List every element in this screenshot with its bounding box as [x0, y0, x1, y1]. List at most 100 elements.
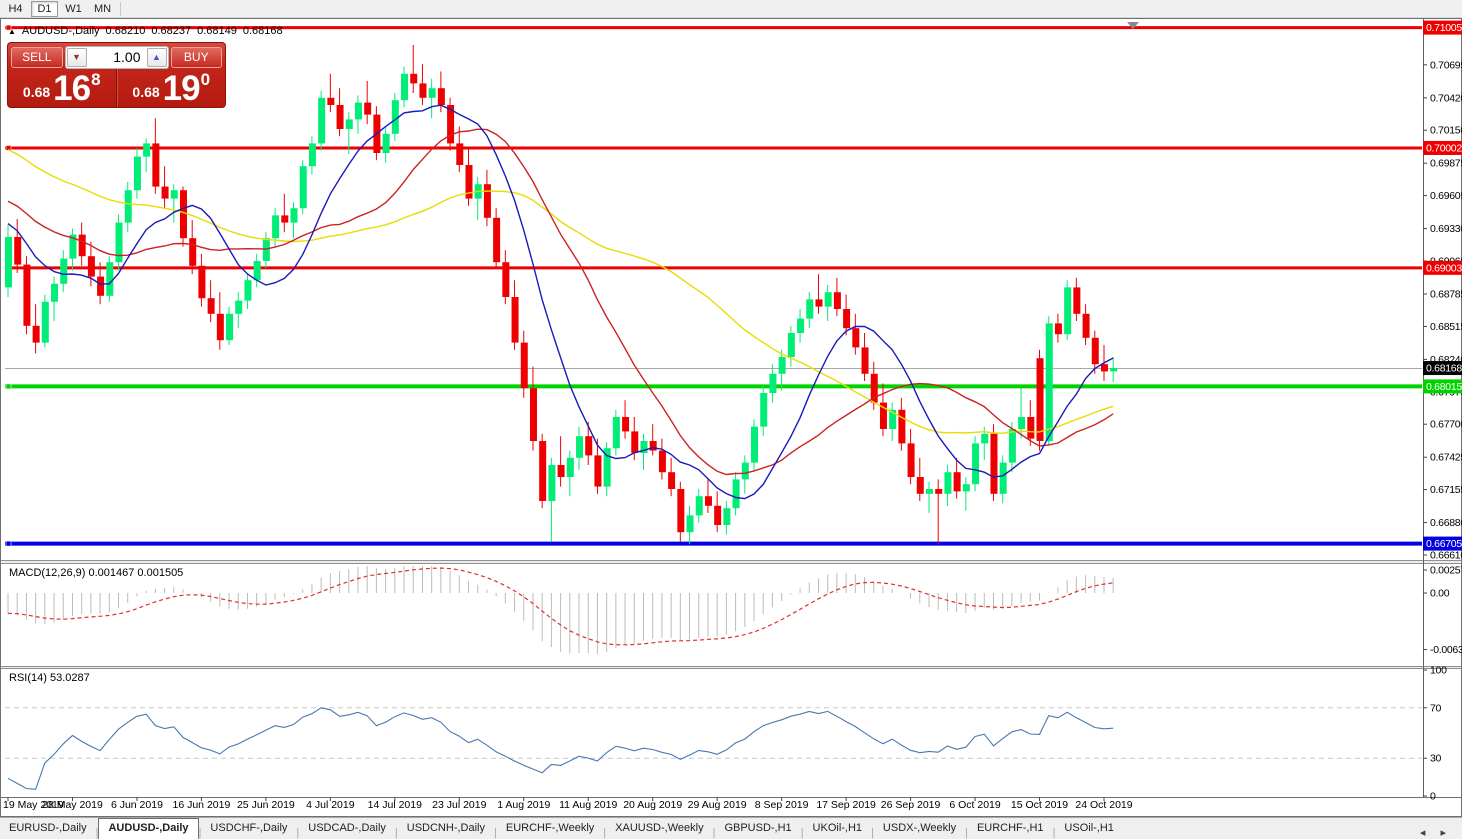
svg-text:0.002574: 0.002574: [1430, 565, 1462, 577]
timeframe-toolbar: H4 D1 W1 MN: [0, 0, 1462, 18]
svg-text:0.68015: 0.68015: [1426, 381, 1462, 393]
svg-text:0.70695: 0.70695: [1430, 59, 1462, 71]
tab-separator: |: [871, 827, 874, 839]
svg-text:100: 100: [1430, 665, 1447, 677]
price-badges: 0.71005 0.70002 0.69003 0.68015 0.66705 0.681…: [1423, 20, 1462, 551]
tab-separator: |: [95, 827, 99, 839]
svg-text:0.68785: 0.68785: [1430, 289, 1462, 301]
collapse-triangle-icon[interactable]: ▲: [8, 26, 16, 36]
toolbar-separator: [120, 1, 122, 16]
volume-increase-button[interactable]: ▲: [146, 47, 167, 67]
chart-title: ▲ AUDUSD-,Daily 0.68210 0.68237 0.68149 …: [8, 25, 284, 37]
macd-panel: [7, 566, 1114, 655]
chart-tab-ukoil-h1[interactable]: UKOil-,H1: [812, 822, 863, 834]
sell-price-display[interactable]: 0.68 16 8: [8, 69, 117, 107]
macd-values: 0.001467 0.001505: [88, 567, 184, 579]
svg-text:8 Sep 2019: 8 Sep 2019: [755, 799, 809, 811]
rsi-name: RSI(14): [9, 672, 47, 684]
svg-text:30: 30: [1430, 753, 1442, 765]
sell-price-base: 0.68: [22, 84, 51, 100]
svg-text:0.69875: 0.69875: [1430, 158, 1462, 170]
chart-tab-xauusd-weekly[interactable]: XAUUSD-,Weekly: [615, 822, 704, 834]
tab-separator: |: [712, 827, 716, 839]
chart-tab-usdx-weekly[interactable]: USDX-,Weekly: [882, 822, 957, 834]
rsi-indicator-label: RSI(14) 53.0287: [9, 672, 90, 684]
rsi-value: 53.0287: [49, 672, 90, 684]
buy-price-base: 0.68: [132, 84, 160, 100]
svg-text:11 Aug 2019: 11 Aug 2019: [559, 799, 617, 811]
buy-price-display[interactable]: 0.68 19 0: [116, 69, 226, 109]
chart-symbol: AUDUSD-,Daily: [21, 25, 100, 37]
ohlc-close: 0.68168: [242, 25, 283, 37]
tab-separator: |: [800, 827, 804, 839]
rsi-panel: [5, 707, 1422, 790]
svg-text:14 Jul 2019: 14 Jul 2019: [368, 799, 422, 811]
tab-separator: |: [494, 827, 497, 839]
chart-tab-usdcnh-daily[interactable]: USDCNH-,Daily: [406, 822, 485, 834]
one-click-trading-panel: SELL ▼ ▲ BUY 0.68 16 8 0.68 19 0: [7, 42, 226, 108]
svg-text:70: 70: [1430, 702, 1442, 714]
sell-button[interactable]: SELL: [11, 46, 63, 68]
svg-text:-0.006326: -0.006326: [1430, 644, 1462, 656]
chart-tab-usoil-h1[interactable]: USOil-,H1: [1064, 822, 1114, 834]
svg-text:0.66705: 0.66705: [1426, 538, 1462, 550]
svg-text:15 Oct 2019: 15 Oct 2019: [1011, 799, 1068, 811]
chart-tab-usdcad-daily[interactable]: USDCAD-,Daily: [308, 822, 386, 834]
chart-shift-marker-icon: [1127, 22, 1139, 29]
svg-text:4 Jul 2019: 4 Jul 2019: [306, 799, 355, 811]
chart-tab-eurusd-daily[interactable]: EURUSD-,Daily: [9, 822, 87, 834]
ohlc-high: 0.68237: [151, 25, 192, 37]
svg-text:1 Aug 2019: 1 Aug 2019: [497, 799, 550, 811]
timeframe-button-d1[interactable]: D1: [31, 0, 58, 17]
moving-averages: [7, 104, 1114, 500]
timeframe-button-mn[interactable]: MN: [89, 1, 116, 17]
svg-text:0.69605: 0.69605: [1430, 190, 1462, 202]
svg-text:16 Jun 2019: 16 Jun 2019: [173, 799, 231, 811]
svg-text:0: 0: [1430, 791, 1436, 803]
sell-price-sup: 8: [91, 70, 101, 89]
macd-name: MACD(12,26,9): [9, 567, 86, 579]
timeframe-button-h4[interactable]: H4: [2, 1, 29, 17]
macd-indicator-label: MACD(12,26,9) 0.001467 0.001505: [9, 567, 183, 579]
tab-separator: |: [394, 827, 398, 839]
chart-tab-eurchf-weekly[interactable]: EURCHF-,Weekly: [505, 822, 595, 834]
tab-separator: |: [603, 827, 607, 839]
svg-text:0.70002: 0.70002: [1426, 142, 1462, 154]
buy-button[interactable]: BUY: [170, 46, 222, 68]
arrow-down-icon: ▼: [72, 51, 81, 62]
volume-input[interactable]: [86, 49, 147, 65]
tab-separator: |: [198, 827, 202, 839]
tab-scroll-arrows[interactable]: ◂ ▸: [1419, 827, 1452, 839]
sell-price-big: 16: [53, 69, 91, 109]
panel-backgrounds: [2, 19, 1460, 816]
svg-text:0.69003: 0.69003: [1426, 262, 1462, 274]
chart-tab-eurchf-h1[interactable]: EURCHF-,H1: [976, 822, 1044, 834]
tab-separator: |: [1052, 827, 1056, 839]
svg-text:26 Sep 2019: 26 Sep 2019: [881, 799, 941, 811]
chart-tab-audusd-daily[interactable]: AUDUSD-,Daily: [98, 818, 199, 839]
svg-text:19 May 2019: 19 May 2019: [3, 799, 64, 811]
arrow-up-icon: ▲: [152, 51, 161, 62]
svg-text:24 Oct 2019: 24 Oct 2019: [1075, 799, 1132, 811]
buy-price-big: 19: [162, 69, 201, 109]
timeframe-button-w1[interactable]: W1: [60, 1, 87, 17]
svg-text:17 Sep 2019: 17 Sep 2019: [816, 799, 876, 811]
volume-control: ▼ ▲: [64, 45, 169, 69]
chart-tab-usdchf-daily[interactable]: USDCHF-,Daily: [210, 822, 288, 834]
chart-tab-gbpusd-h1[interactable]: GBPUSD-,H1: [724, 822, 792, 834]
svg-text:0.68515: 0.68515: [1430, 321, 1462, 333]
svg-text:23 Jul 2019: 23 Jul 2019: [432, 799, 486, 811]
svg-text:20 Aug 2019: 20 Aug 2019: [623, 799, 682, 811]
candles-layer: [5, 45, 1118, 545]
volume-decrease-button[interactable]: ▼: [66, 47, 87, 67]
svg-text:6 Oct 2019: 6 Oct 2019: [949, 799, 1001, 811]
